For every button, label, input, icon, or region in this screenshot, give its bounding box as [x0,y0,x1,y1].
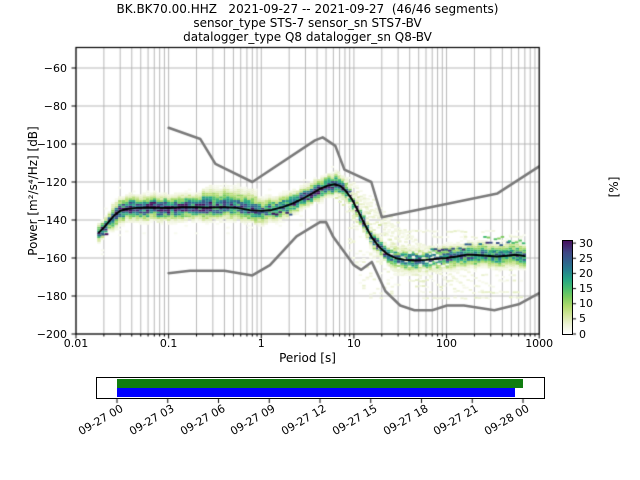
plot-title-line2: sensor_type STS-7 sensor_sn STS7-BV [193,16,422,30]
x-tick-label: 1 [257,337,265,350]
plot-title-line3: datalogger_type Q8 datalogger_sn Q8-BV [183,30,432,44]
colorbar-tick-label: 5 [579,312,586,326]
colorbar-tick-label: 15 [579,282,593,296]
y-axis-label: Power [m²/s⁴/Hz] [dB] [26,126,40,256]
colorbar-tick-label: 25 [579,251,593,265]
y-tick-label: −140 [36,213,67,227]
timeline-coverage-box [96,377,545,399]
colorbar-tick-label: 20 [579,266,593,280]
y-tick-label: −120 [36,175,67,189]
plot-title-line1: BK.BK70.00.HHZ 2021-09-27 -- 2021-09-27 … [116,2,499,16]
x-tick-label: 1000 [525,337,554,350]
y-tick-label: −200 [36,327,67,341]
timeline-blue-data-bar [117,388,515,397]
y-tick-label: −60 [43,61,67,75]
y-tick-label: −100 [36,137,67,151]
x-axis-label: Period [s] [279,351,336,365]
x-tick-label: 0.1 [159,337,178,350]
x-tick-label: 100 [436,337,458,350]
x-tick-label: 10 [346,337,361,350]
y-tick-label: −180 [36,289,67,303]
x-tick-label: 0.01 [63,337,89,350]
colorbar-tick-label: 30 [579,236,593,250]
colorbar-gradient [562,240,573,335]
timeline-green-coverage-bar [117,379,523,388]
y-tick-label: −80 [43,99,67,113]
colorbar-tick-label: 0 [579,327,586,341]
y-tick-label: −160 [36,251,67,265]
colorbar-axis-label: [%] [607,176,621,198]
colorbar-tick-label: 10 [579,297,593,311]
